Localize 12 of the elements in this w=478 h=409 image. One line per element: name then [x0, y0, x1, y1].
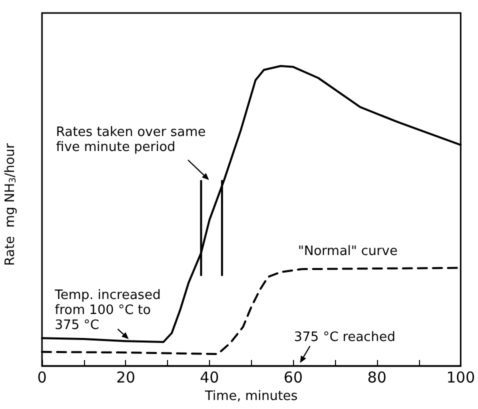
y-axis-title: Rate mg NH3/hour [3, 142, 18, 266]
annotation: "Normal" curve [298, 244, 398, 259]
x-tick-label: 0 [37, 368, 47, 386]
x-tick-label: 20 [116, 368, 136, 386]
x-tick-label: 40 [200, 368, 220, 386]
x-axis-title: Time, minutes [204, 389, 298, 404]
annotation: Temp. increased from 100 °C to 375 °C [54, 288, 161, 334]
x-tick-label: 100 [446, 368, 476, 386]
annotation: 375 °C reached [294, 330, 396, 345]
x-tick-label: 60 [284, 368, 303, 386]
x-tick-label: 80 [367, 368, 386, 386]
annotation: Rates taken over same five minute period [56, 125, 206, 155]
